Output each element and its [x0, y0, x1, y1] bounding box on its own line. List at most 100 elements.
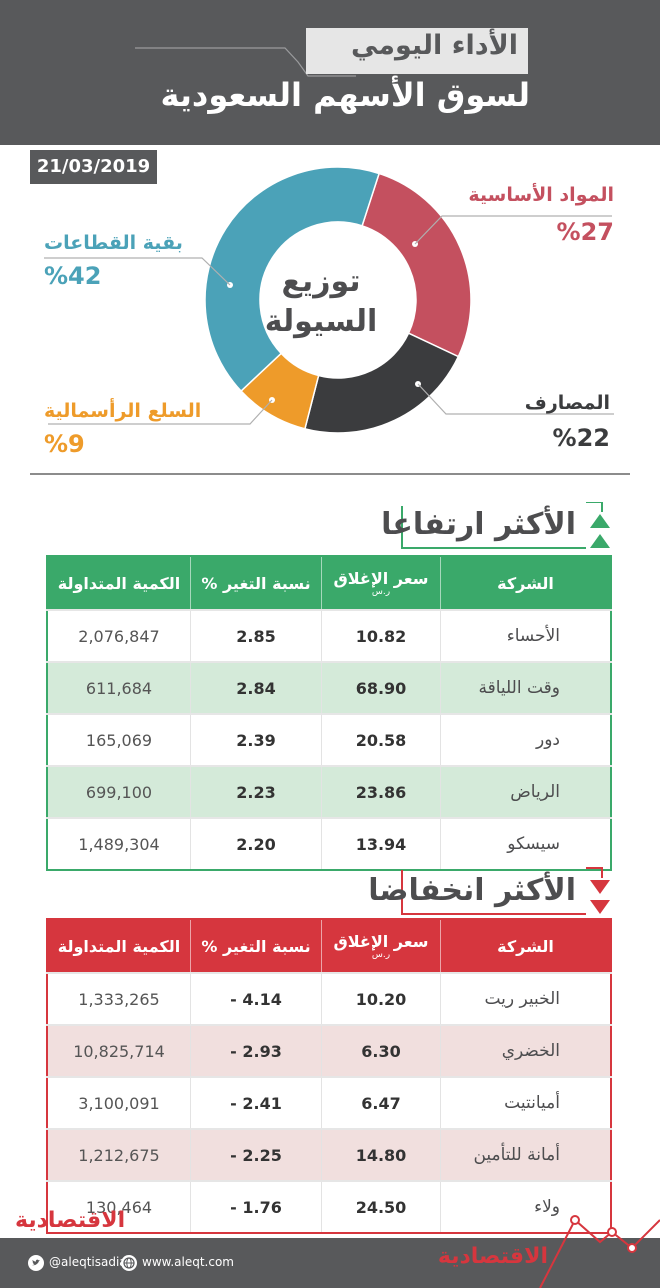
down-arrows-icon	[590, 880, 610, 914]
change-cell: 2.39	[190, 713, 322, 766]
change-cell: - 2.93	[190, 1024, 322, 1077]
segment-label-others: بقية القطاعات	[44, 232, 183, 254]
losers-title-frame	[401, 867, 603, 915]
header-company: الشركة	[440, 556, 612, 610]
segment-pct-others: %42	[44, 262, 102, 290]
segment-label-banks: المصارف	[524, 392, 610, 414]
segment-pct-banks: %22	[552, 424, 610, 452]
close-cell: 6.47	[321, 1076, 441, 1129]
header-close: سعر الإغلاق ر.س	[321, 919, 441, 973]
company-cell: سيسكو	[440, 817, 612, 870]
company-cell: أميانتيت	[440, 1076, 612, 1129]
change-cell: 2.85	[190, 609, 322, 662]
losers-body: 1,333,265- 4.14 10.20 الخبير ريت 10,825,714…	[47, 972, 612, 1233]
segment-label-materials: المواد الأساسية	[468, 184, 614, 206]
brand-logo-text: الاقتصادية	[15, 1208, 126, 1233]
table-row: 1,333,265- 4.14 10.20 الخبير ريت	[47, 972, 612, 1025]
gainers-table: الكمية المتداولة نسبة التغير % سعر الإغل…	[46, 555, 612, 871]
header-title: لسوق الأسهم السعودية	[160, 76, 530, 114]
header-change: نسبة التغير %	[190, 919, 322, 973]
change-cell: 2.23	[190, 765, 322, 818]
change-cell: - 2.41	[190, 1076, 322, 1129]
segment-label-capital-goods: السلع الرأسمالية	[44, 400, 202, 422]
volume-cell: 611,684	[47, 661, 191, 714]
change-cell: - 4.14	[190, 972, 322, 1025]
twitter-handle[interactable]: @aleqtisadiah	[49, 1255, 135, 1269]
header-volume: الكمية المتداولة	[47, 919, 191, 973]
segment-pct-materials: %27	[556, 218, 614, 246]
section-divider	[30, 473, 630, 475]
liquidity-donut-chart	[44, 166, 614, 434]
volume-cell: 1,489,304	[47, 817, 191, 870]
table-row: 2,076,847 2.85 10.82 الأحساء	[47, 609, 612, 662]
header-decoration	[135, 47, 356, 77]
footer-bar: @aleqtisadiah www.aleqt.com الاقتصادية	[0, 1215, 660, 1288]
header-close-label: سعر الإغلاق	[333, 932, 429, 951]
donut-segment-banks	[304, 332, 460, 434]
gainers-header-row: الكمية المتداولة نسبة التغير % سعر الإغل…	[47, 556, 612, 610]
close-cell: 24.50	[321, 1180, 441, 1233]
leader-line-materials	[414, 215, 612, 245]
header-subtitle: الأداء اليومي	[350, 30, 518, 61]
close-cell: 20.58	[321, 713, 441, 766]
leader-line-others	[44, 257, 231, 286]
table-row: 165,069 2.39 20.58 دور	[47, 713, 612, 766]
close-cell: 14.80	[321, 1128, 441, 1181]
company-cell: الخضري	[440, 1024, 612, 1077]
volume-cell: 1,333,265	[47, 972, 191, 1025]
header-close-unit: ر.س	[371, 950, 391, 960]
company-cell: الرياض	[440, 765, 612, 818]
close-cell: 13.94	[321, 817, 441, 870]
website-link[interactable]: www.aleqt.com	[142, 1255, 234, 1269]
company-cell: دور	[440, 713, 612, 766]
header-volume: الكمية المتداولة	[47, 556, 191, 610]
table-row: 3,100,091- 2.41 6.47 أميانتيت	[47, 1076, 612, 1129]
company-cell: وقت اللياقة	[440, 661, 612, 714]
change-cell: - 2.25	[190, 1128, 322, 1181]
volume-cell: 10,825,714	[47, 1024, 191, 1077]
company-cell: أمانة للتأمين	[440, 1128, 612, 1181]
close-cell: 23.86	[321, 765, 441, 818]
table-row: 699,100 2.23 23.86 الرياض	[47, 765, 612, 818]
company-cell: ولاء	[440, 1180, 612, 1233]
volume-cell: 2,076,847	[47, 609, 191, 662]
donut-center-label: توزيع السيولة	[258, 262, 384, 342]
volume-cell: 165,069	[47, 713, 191, 766]
donut-segment-others	[204, 166, 381, 393]
close-cell: 10.20	[321, 972, 441, 1025]
table-row: 1,212,675- 2.25 14.80 أمانة للتأمين	[47, 1128, 612, 1181]
donut-segments	[204, 166, 472, 434]
donut-center-line1: توزيع	[281, 264, 361, 299]
gainers-title-frame	[401, 502, 603, 549]
close-cell: 10.82	[321, 609, 441, 662]
subtitle-box	[306, 28, 528, 74]
losers-header-row: الكمية المتداولة نسبة التغير % سعر الإغل…	[47, 919, 612, 973]
volume-cell: 3,100,091	[47, 1076, 191, 1129]
header-banner: الأداء اليومي لسوق الأسهم السعودية	[0, 0, 660, 145]
losers-title: الأكثر انخفاضا	[368, 873, 576, 908]
change-cell: - 1.76	[190, 1180, 322, 1233]
header-close-unit: ر.س	[371, 587, 391, 597]
company-cell: الأحساء	[440, 609, 612, 662]
twitter-icon	[28, 1255, 44, 1271]
leader-line-capital-goods	[48, 399, 273, 425]
losers-table: الكمية المتداولة نسبة التغير % سعر الإغل…	[46, 918, 612, 1234]
leader-line-banks	[417, 383, 614, 415]
footer-brand-logo: الاقتصادية	[437, 1244, 548, 1269]
header-close: سعر الإغلاق ر.س	[321, 556, 441, 610]
company-cell: الخبير ريت	[440, 972, 612, 1025]
gainers-body: 2,076,847 2.85 10.82 الأحساء 611,684 2.84 68.9…	[47, 609, 612, 870]
close-cell: 68.90	[321, 661, 441, 714]
segment-pct-capital-goods: %9	[44, 430, 85, 458]
header-close-label: سعر الإغلاق	[333, 569, 429, 588]
table-row: 10,825,714- 2.93 6.30 الخضري	[47, 1024, 612, 1077]
table-row: 611,684 2.84 68.90 وقت اللياقة	[47, 661, 612, 714]
donut-center-line2: السيولة	[264, 304, 378, 339]
date-badge: 21/03/2019	[30, 150, 157, 184]
donut-segment-materials	[361, 172, 472, 358]
footer-trend-decoration	[539, 1215, 660, 1288]
change-cell: 2.20	[190, 817, 322, 870]
change-cell: 2.84	[190, 661, 322, 714]
table-row: 1,489,304 2.20 13.94 سيسكو	[47, 817, 612, 870]
globe-icon	[121, 1255, 137, 1271]
